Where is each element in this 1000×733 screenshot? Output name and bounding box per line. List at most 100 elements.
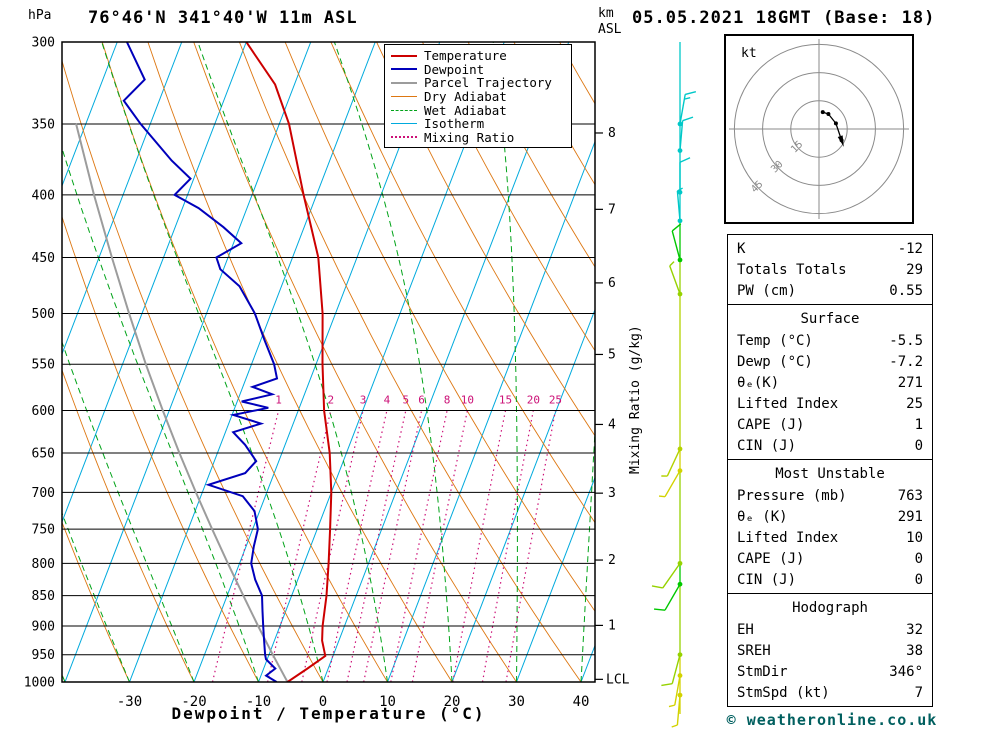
index-label: Totals Totals <box>737 261 847 278</box>
mixing-ratio-line-swatch <box>391 136 417 139</box>
hodograph-unit-label: kt <box>741 46 757 61</box>
legend-item-isotherm: Isotherm <box>391 116 565 132</box>
svg-text:900: 900 <box>32 619 55 634</box>
index-value: 32 <box>906 621 923 638</box>
index-label: Temp (°C) <box>737 332 813 349</box>
parcel-trajectory-curve <box>75 123 289 682</box>
table-group-surface: Surface Temp (°C) -5.5 Dewp (°C) -7.2 θₑ(K… <box>728 305 932 460</box>
svg-text:10: 10 <box>379 694 396 710</box>
index-label: StmSpd (kt) <box>737 684 830 701</box>
group-title: Most Unstable <box>775 466 885 482</box>
svg-text:750: 750 <box>32 523 55 538</box>
table-row: CAPE (J) 0 <box>728 548 932 569</box>
legend: Temperature Dewpoint Parcel Trajectory D… <box>384 44 572 149</box>
table-group-most-unstable: Most Unstable Pressure (mb) 763 θₑ (K) 291… <box>728 460 932 594</box>
legend-label: Dewpoint <box>424 61 485 77</box>
index-value: 0 <box>914 571 923 588</box>
legend-item-dewpoint: Dewpoint <box>391 61 565 77</box>
svg-text:350: 350 <box>32 117 55 132</box>
group-title: Surface <box>800 311 860 327</box>
legend-item-dry-adiabat: Dry Adiabat <box>391 89 565 105</box>
svg-text:500: 500 <box>32 307 55 322</box>
svg-text:LCL: LCL <box>606 672 630 687</box>
dry-adiabat-line-swatch <box>391 96 417 98</box>
table-row: PW (cm) 0.55 <box>728 280 932 301</box>
index-label: Pressure (mb) <box>737 487 847 504</box>
copyright: © weatheronline.co.uk <box>726 711 938 729</box>
dewpoint-line-swatch <box>391 68 417 71</box>
x-axis-label: Dewpoint / Temperature (°C) <box>171 704 486 723</box>
svg-text:-10: -10 <box>246 694 271 710</box>
svg-text:8: 8 <box>444 393 451 406</box>
index-value: 10 <box>906 529 923 546</box>
index-label: CAPE (J) <box>737 550 805 567</box>
index-value: 1 <box>914 416 923 433</box>
parcel-line-swatch <box>391 81 417 84</box>
legend-item-parcel: Parcel Trajectory <box>391 75 565 90</box>
index-value: -5.5 <box>889 332 923 349</box>
svg-text:8: 8 <box>608 126 616 141</box>
index-value: 29 <box>906 261 923 278</box>
svg-text:850: 850 <box>32 589 55 604</box>
svg-text:650: 650 <box>32 447 55 462</box>
index-label: CIN (J) <box>737 571 797 588</box>
sounding-profiles <box>75 42 333 682</box>
svg-text:5: 5 <box>402 393 409 406</box>
wet-adiabat-line-swatch <box>391 109 417 111</box>
svg-text:1: 1 <box>275 393 282 406</box>
legend-label: Isotherm <box>424 116 485 132</box>
isotherm-line-swatch <box>391 123 417 125</box>
index-value: -7.2 <box>889 353 923 370</box>
legend-label: Dry Adiabat <box>424 89 507 105</box>
legend-label: Temperature <box>424 48 507 64</box>
table-row: θₑ (K) 291 <box>728 506 932 527</box>
svg-text:6: 6 <box>418 393 425 406</box>
table-row: CIN (J) 0 <box>728 435 932 456</box>
index-value: 0.55 <box>889 282 923 299</box>
legend-label: Wet Adiabat <box>424 102 507 118</box>
index-label: Lifted Index <box>737 395 839 412</box>
table-group-hodograph: Hodograph EH 32 SREH 38 StmDir 346° StmSpd … <box>728 594 932 706</box>
run-datetime-title: 05.05.2021 18GMT (Base: 18) <box>632 8 936 28</box>
table-row: Pressure (mb) 763 <box>728 485 932 506</box>
svg-text:15: 15 <box>499 393 512 406</box>
svg-text:40: 40 <box>573 694 590 710</box>
svg-text:1000: 1000 <box>24 676 55 691</box>
table-row: CAPE (J) 1 <box>728 414 932 435</box>
table-row: EH 32 <box>728 619 932 640</box>
svg-text:15: 15 <box>789 139 805 155</box>
svg-text:25: 25 <box>549 393 562 406</box>
table-row: Lifted Index 25 <box>728 393 932 414</box>
svg-text:2: 2 <box>608 553 616 568</box>
mixing-ratio-axis-label: Mixing Ratio (g/kg) <box>628 325 643 474</box>
svg-text:-20: -20 <box>181 694 206 710</box>
index-value: 346° <box>889 663 923 680</box>
group-title: Hodograph <box>792 600 868 616</box>
index-value: -12 <box>897 240 923 257</box>
pressure-axis-unit: hPa <box>28 8 52 23</box>
indices-panel: K -12 Totals Totals 29 PW (cm) 0.55 Surface… <box>727 234 933 707</box>
table-row: θₑ(K) 271 <box>728 372 932 393</box>
svg-text:1: 1 <box>608 618 616 633</box>
svg-text:950: 950 <box>32 648 55 663</box>
index-value: 0 <box>914 437 923 454</box>
index-label: CIN (J) <box>737 437 797 454</box>
index-value: 25 <box>906 395 923 412</box>
index-label: SREH <box>737 642 771 659</box>
index-value: 7 <box>914 684 923 701</box>
svg-text:450: 450 <box>32 251 55 266</box>
table-row: Dewp (°C) -7.2 <box>728 351 932 372</box>
svg-text:3: 3 <box>608 486 616 501</box>
svg-text:2: 2 <box>327 393 334 406</box>
index-label: PW (cm) <box>737 282 797 299</box>
svg-text:7: 7 <box>608 202 616 217</box>
legend-item-mixing-ratio: Mixing Ratio <box>391 130 565 145</box>
table-row: K -12 <box>728 238 932 259</box>
svg-text:10: 10 <box>461 393 474 406</box>
asl-unit-label: ASL <box>598 22 622 37</box>
index-value: 271 <box>897 374 923 391</box>
svg-text:20: 20 <box>527 393 540 406</box>
index-label: θₑ (K) <box>737 508 788 525</box>
